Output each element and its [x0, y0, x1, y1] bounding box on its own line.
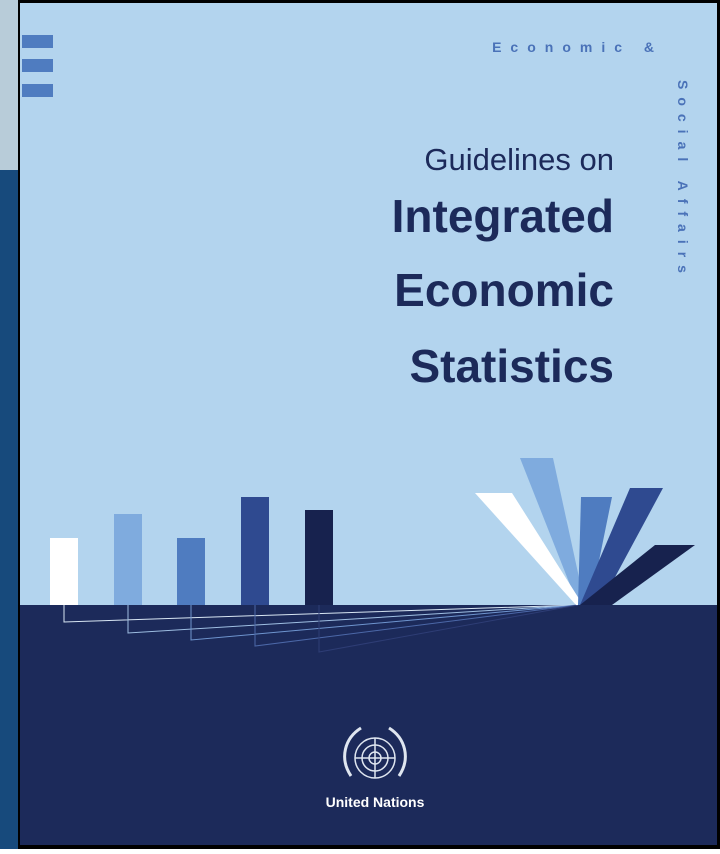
spine — [0, 170, 18, 849]
title-line: Economic — [394, 264, 614, 316]
publisher: United Nations — [326, 794, 425, 810]
book-cover: Economic & Social Affairs Guidelines on … — [0, 0, 720, 849]
series-side: Social Affairs — [675, 80, 691, 281]
spine-top — [0, 0, 18, 170]
series-top: Economic & — [492, 39, 663, 55]
corner-marks — [22, 35, 53, 97]
title-line: Integrated — [392, 190, 614, 242]
title-line: Statistics — [409, 340, 614, 392]
title-line: Guidelines on — [424, 142, 614, 177]
